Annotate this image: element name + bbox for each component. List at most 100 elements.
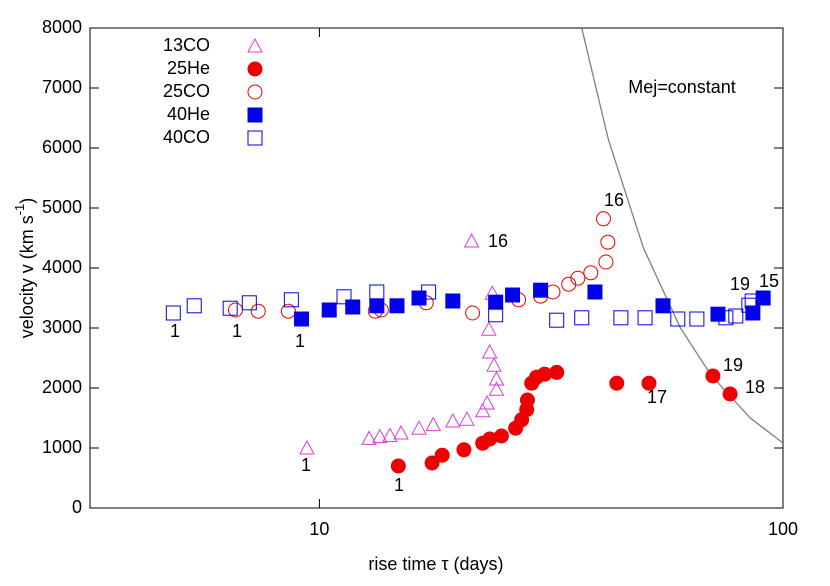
- annotation: 1: [232, 321, 242, 341]
- legend-marker: [247, 37, 263, 53]
- y-tick-label: 7000: [42, 77, 82, 97]
- y-axis-label-end: ): [17, 198, 37, 204]
- data-point: [574, 310, 590, 326]
- x-tick-label: 10: [309, 519, 329, 539]
- data-point: [505, 287, 521, 303]
- data-point: [389, 298, 405, 314]
- legend-label: 25He: [167, 58, 210, 78]
- data-point: [369, 298, 385, 314]
- data-point: [728, 308, 744, 324]
- data-point: [549, 364, 565, 380]
- data-point: [481, 321, 497, 336]
- data-point: [165, 305, 181, 321]
- data-point: [613, 310, 629, 326]
- legend-label: 25CO: [163, 81, 210, 101]
- data-point: [549, 312, 565, 328]
- y-tick-label: 6000: [42, 137, 82, 157]
- data-point: [456, 442, 472, 458]
- x-axis-label: rise time τ (days): [368, 554, 503, 574]
- data-point: [345, 299, 361, 315]
- data-point: [744, 293, 760, 309]
- annotation: 1: [295, 331, 305, 351]
- data-point: [486, 357, 502, 372]
- annotation: Mej=constant: [628, 77, 736, 97]
- y-axis-label-main: velocity v (km s: [17, 215, 37, 338]
- data-point: [481, 343, 498, 359]
- data-point: [393, 424, 409, 440]
- annotation: 19: [723, 355, 743, 375]
- model-curve: [581, 28, 783, 444]
- data-point: [444, 412, 461, 428]
- data-point: [474, 402, 491, 418]
- data-point: [369, 284, 385, 300]
- x-tick-label: 100: [768, 519, 798, 539]
- data-point: [561, 276, 577, 292]
- annotation: 18: [745, 377, 765, 397]
- y-tick-label: 5000: [42, 197, 82, 217]
- y-axis-label-sup: -1: [12, 204, 27, 216]
- data-point: [459, 411, 475, 426]
- data-point: [321, 302, 337, 318]
- data-point: [421, 284, 437, 300]
- data-point: [570, 270, 586, 286]
- y-tick-label: 8000: [42, 17, 82, 37]
- data-point: [670, 311, 686, 327]
- annotation: 1: [301, 455, 311, 475]
- data-point: [411, 290, 427, 306]
- data-point: [424, 455, 440, 471]
- y-axis-label: velocity v (km s-1): [12, 198, 36, 339]
- data-point: [488, 370, 505, 386]
- data-point: [493, 428, 509, 444]
- data-point: [488, 307, 504, 323]
- data-point: [587, 284, 603, 300]
- annotation: 17: [647, 387, 667, 407]
- legend-marker: [247, 107, 263, 123]
- data-point: [186, 298, 202, 314]
- y-tick-label: 4000: [42, 257, 82, 277]
- data-point: [425, 416, 442, 432]
- data-point: [519, 392, 535, 408]
- data-point: [294, 311, 310, 327]
- data-point: [488, 381, 505, 396]
- y-tick-label: 1000: [42, 437, 82, 457]
- y-tick-label: 0: [72, 497, 82, 517]
- annotation: 15: [759, 271, 779, 291]
- data-point: [637, 310, 653, 326]
- data-point: [463, 232, 480, 248]
- annotation: 1: [170, 321, 180, 341]
- data-point: [741, 297, 757, 313]
- legend-label: 40CO: [163, 127, 210, 147]
- data-point: [595, 211, 611, 227]
- data-point: [600, 234, 616, 250]
- data-point: [411, 420, 427, 435]
- data-point: [755, 290, 771, 306]
- data-point: [250, 303, 266, 319]
- data-point: [280, 303, 296, 319]
- data-point: [299, 439, 315, 455]
- y-tick-label: 2000: [42, 377, 82, 397]
- legend-marker: [247, 130, 263, 146]
- data-point: [283, 292, 299, 308]
- data-point: [371, 428, 388, 444]
- annotation: 19: [730, 274, 750, 294]
- legend-label: 40He: [167, 104, 210, 124]
- data-point: [609, 375, 625, 391]
- data-point: [689, 311, 705, 327]
- data-point: [434, 447, 450, 463]
- data-point: [382, 427, 398, 442]
- data-point: [583, 265, 599, 281]
- data-point: [465, 305, 481, 321]
- data-point: [641, 375, 657, 391]
- legend-label: 13CO: [163, 35, 210, 55]
- annotation: 1: [394, 475, 404, 495]
- data-point: [445, 293, 461, 309]
- data-point: [479, 394, 495, 410]
- data-point: [390, 458, 406, 474]
- data-point: [336, 289, 352, 305]
- annotation: 16: [488, 231, 508, 251]
- data-point: [241, 295, 257, 311]
- data-point: [710, 306, 726, 322]
- data-point: [655, 298, 671, 314]
- data-point: [722, 386, 738, 402]
